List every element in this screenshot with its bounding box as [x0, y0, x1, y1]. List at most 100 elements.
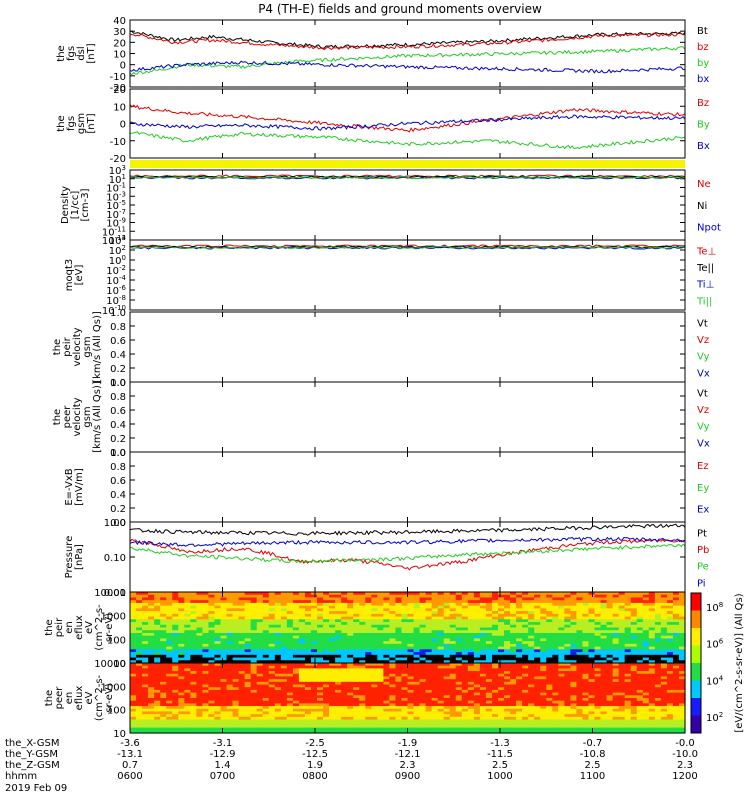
heat-cell	[154, 619, 161, 623]
heat-cell	[479, 719, 487, 723]
heat-cell	[208, 706, 216, 710]
heat-cell	[298, 652, 306, 656]
heat-cell	[268, 665, 276, 669]
heat-cell	[256, 622, 264, 626]
heat-cell	[136, 703, 143, 707]
heat-cell	[347, 681, 354, 686]
heat-cell	[485, 676, 493, 680]
heat-cell	[666, 665, 674, 669]
heat-cell	[455, 681, 463, 686]
heat-cell	[395, 719, 403, 723]
heat-cell	[335, 602, 342, 607]
heat-cell	[383, 616, 391, 620]
heat-cell	[274, 602, 282, 607]
heat-cell	[130, 619, 137, 623]
heat-cell	[280, 689, 288, 694]
heat-cell	[642, 630, 650, 634]
heat-cell	[552, 594, 559, 599]
heat-cell	[196, 624, 203, 629]
heat-cell	[286, 689, 294, 694]
heat-cell	[208, 638, 216, 642]
heat-cell	[510, 657, 517, 661]
heat-cell	[130, 722, 137, 726]
heat-cell	[172, 719, 179, 723]
heat-cell	[479, 632, 487, 637]
heat-cell	[510, 611, 517, 615]
heat-cell	[310, 627, 318, 631]
heat-cell	[365, 622, 372, 626]
heat-cell	[232, 700, 240, 704]
heat-cell	[449, 722, 457, 726]
heat-cell	[202, 613, 210, 618]
heat-cell	[214, 608, 222, 612]
heat-cell	[244, 722, 252, 726]
heat-cell	[377, 711, 384, 715]
heat-cell	[504, 649, 511, 653]
heat-cell	[618, 706, 626, 710]
legend-Pi: Pi	[697, 578, 706, 589]
heat-cell	[268, 724, 276, 729]
heat-cell	[226, 627, 234, 631]
heat-cell	[154, 641, 161, 645]
heat-cell	[582, 597, 590, 601]
heat-cell	[323, 657, 330, 661]
heat-cell	[166, 714, 173, 718]
heat-cell	[280, 652, 288, 656]
heat-cell	[208, 687, 216, 691]
heat-cell	[298, 684, 306, 688]
heat-cell	[304, 722, 312, 726]
heat-cell	[678, 608, 686, 612]
heat-cell	[341, 722, 348, 726]
heat-cell	[618, 594, 626, 599]
heat-cell	[485, 613, 493, 618]
heat-cell	[226, 668, 234, 672]
heat-cell	[582, 719, 590, 723]
heat-cell	[419, 608, 427, 612]
heat-cell	[485, 687, 493, 691]
heat-cell	[148, 703, 155, 707]
heat-cell	[600, 684, 608, 688]
heat-cell	[286, 657, 294, 661]
heat-cell	[238, 668, 246, 672]
heat-cell	[286, 613, 294, 618]
heat-cell	[479, 703, 487, 707]
heat-cell	[280, 602, 288, 607]
heat-cell	[491, 706, 499, 710]
heat-cell	[341, 638, 348, 642]
heat-cell	[286, 605, 294, 609]
heat-cell	[528, 597, 535, 601]
heat-cell	[582, 703, 590, 707]
heat-cell	[473, 611, 481, 615]
heat-cell	[618, 681, 626, 686]
heat-cell	[208, 600, 216, 604]
heat-cell	[208, 711, 216, 715]
heat-cell	[636, 624, 644, 629]
heat-cell	[166, 716, 173, 721]
heat-cell	[220, 605, 228, 609]
heat-cell	[184, 673, 191, 678]
heat-cell	[250, 616, 258, 620]
heat-cell	[317, 711, 324, 715]
heat-cell	[208, 692, 216, 696]
heat-cell	[455, 643, 463, 648]
heat-cell	[606, 668, 614, 672]
heat-cell	[485, 616, 493, 620]
heat-cell	[413, 608, 421, 612]
heat-cell	[666, 722, 674, 726]
heat-cell	[437, 641, 445, 645]
heat-cell	[467, 605, 475, 609]
heat-cell	[594, 673, 602, 678]
y-tick-label: 100	[109, 254, 126, 267]
heat-cell	[190, 689, 197, 694]
heat-cell	[660, 622, 668, 626]
heat-cell	[280, 663, 288, 667]
heat-cell	[220, 616, 228, 620]
heat-cell	[268, 654, 276, 659]
legend-Vt: Vt	[697, 318, 708, 329]
heat-cell	[654, 646, 662, 650]
heat-cell	[413, 622, 421, 626]
heat-cell	[274, 684, 282, 688]
heat-cell	[594, 716, 602, 721]
heat-cell	[618, 619, 626, 623]
heat-cell	[220, 668, 228, 672]
